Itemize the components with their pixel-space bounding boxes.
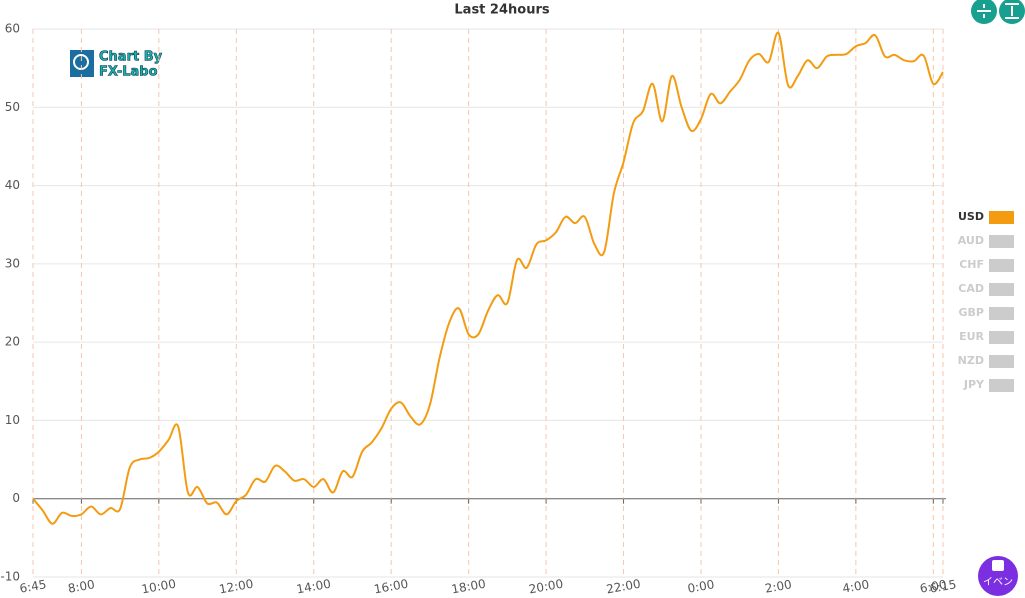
- x-tick-label: 6:15: [928, 577, 957, 595]
- y-tick-label: 0: [12, 491, 20, 505]
- legend-label[interactable]: GBP: [959, 306, 984, 319]
- legend-swatch[interactable]: [989, 211, 1014, 224]
- logo: Chart By FX-Labo: [70, 49, 163, 80]
- x-tick-label: 20:00: [528, 577, 564, 597]
- plot: [32, 28, 946, 578]
- x-tick-label: 2:00: [764, 577, 793, 595]
- x-tick-label: 10:00: [141, 577, 177, 597]
- event-circle[interactable]: [978, 556, 1018, 596]
- y-tick-label: 60: [5, 22, 20, 36]
- legend-label[interactable]: CAD: [958, 282, 984, 295]
- x-tick-label: 16:00: [373, 577, 409, 597]
- y-tick-label: 50: [5, 100, 20, 114]
- event-icon: [992, 560, 1004, 571]
- x-tick-label: 12:00: [218, 577, 254, 597]
- event-label: イベン: [983, 576, 1013, 588]
- logo-text: FX-Labo: [99, 65, 158, 80]
- x-tick-label: 18:00: [450, 577, 486, 597]
- logo-text: Chart By: [99, 50, 163, 65]
- y-tick-label: -10: [0, 570, 20, 584]
- legend-swatch[interactable]: [989, 259, 1014, 272]
- legend-swatch[interactable]: [989, 379, 1014, 392]
- y-tick-label: 20: [5, 335, 20, 349]
- x-tick-label: 22:00: [605, 577, 641, 597]
- y-tick-label: 30: [5, 256, 20, 270]
- x-tick-label: 14:00: [295, 577, 331, 597]
- x-tick-label: 6:00: [919, 577, 948, 595]
- x-tick-label: 4:00: [841, 577, 870, 595]
- legend-label[interactable]: USD: [958, 210, 984, 223]
- legend-label[interactable]: EUR: [959, 330, 984, 343]
- x-tick-label: 6:45: [18, 577, 47, 595]
- legend-label[interactable]: AUD: [958, 234, 984, 247]
- legend-label[interactable]: JPY: [963, 378, 985, 391]
- legend-label[interactable]: CHF: [959, 258, 984, 271]
- y-tick-label: 40: [5, 178, 20, 192]
- toolbar[interactable]: [971, 0, 1025, 24]
- chart-title: Last 24hours: [454, 3, 549, 18]
- legend-swatch[interactable]: [989, 283, 1014, 296]
- split-icon: [977, 4, 991, 18]
- legend-swatch[interactable]: [989, 235, 1014, 248]
- legend-swatch[interactable]: [989, 355, 1014, 368]
- legend-swatch[interactable]: [989, 307, 1014, 320]
- y-tick-label: 10: [5, 413, 20, 427]
- x-tick-label: 0:00: [686, 577, 715, 595]
- expand-icon: [1005, 3, 1019, 19]
- event-button[interactable]: イベン: [978, 556, 1018, 596]
- legend-swatch[interactable]: [989, 331, 1014, 344]
- legend-label[interactable]: NZD: [958, 354, 984, 367]
- series-line: [32, 31, 944, 525]
- x-tick-label: 8:00: [67, 577, 96, 595]
